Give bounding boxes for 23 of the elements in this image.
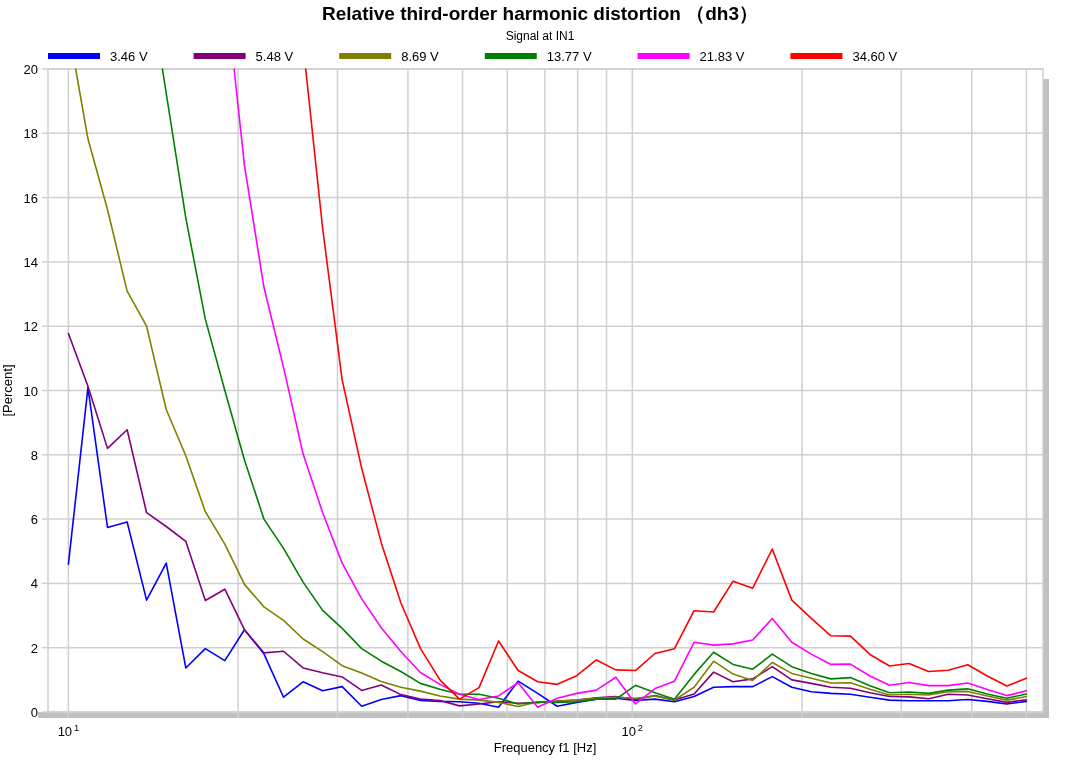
- y-tick-label: 12: [23, 319, 38, 335]
- legend-label: 13.77 V: [546, 49, 592, 64]
- x-axis-title: Frequency f1 [Hz]: [493, 740, 597, 755]
- y-tick-label: 10: [23, 383, 38, 399]
- y-tick-label: 4: [30, 576, 38, 592]
- legend-label: 5.48 V: [255, 49, 294, 64]
- y-tick-label: 20: [23, 62, 38, 77]
- legend-label: 3.46 V: [110, 49, 148, 64]
- legend-label: 8.69 V: [401, 49, 440, 64]
- y-tick-label: 18: [23, 126, 38, 142]
- x-tick-label: 10$^{1}$: [57, 723, 80, 739]
- legend-label: 34.60 V: [852, 49, 898, 64]
- y-axis-title: [Percent]: [0, 364, 15, 417]
- y-tick-label: 6: [30, 512, 38, 528]
- chart-title: Relative third-order harmonic distortion （dh3）: [322, 3, 758, 24]
- y-tick-label: 0: [30, 705, 38, 720]
- chart-subtitle: Signal at IN1: [505, 29, 575, 43]
- y-tick-label: 14: [23, 254, 38, 270]
- y-tick-label: 2: [30, 640, 38, 656]
- y-tick-label: 16: [23, 190, 38, 206]
- x-tick-label: 10$^{2}$: [621, 723, 644, 739]
- y-tick-label: 8: [30, 447, 38, 463]
- legend-label: 21.83 V: [699, 49, 745, 64]
